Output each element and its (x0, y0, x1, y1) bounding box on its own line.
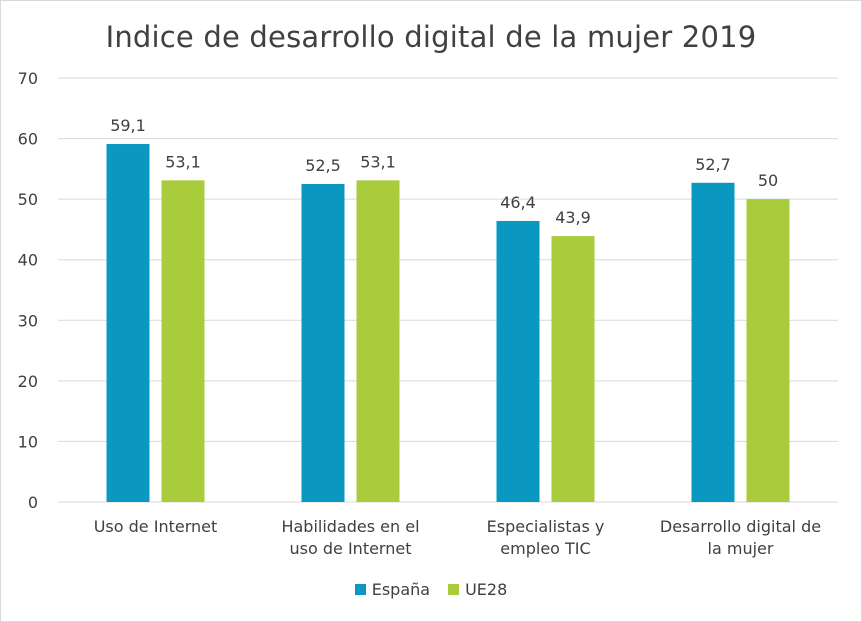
category-label: Desarrollo digital de (660, 517, 821, 536)
y-axis-tick-labels: 0 10 20 30 40 50 60 70 (18, 69, 38, 512)
bar-españa (106, 144, 150, 502)
bar-españa (301, 184, 345, 502)
bar-españa (496, 220, 540, 502)
data-labels: 59,1 53,1 52,5 53,1 46,4 43,9 52,7 50 (110, 116, 778, 227)
data-label: 59,1 (110, 116, 146, 135)
data-label: 52,5 (305, 156, 341, 175)
category-label: Especialistas y (487, 517, 605, 536)
data-label: 53,1 (165, 152, 201, 171)
legend-label: España (371, 580, 431, 599)
bar-ue28 (356, 180, 400, 502)
y-tick-label: 50 (18, 190, 38, 209)
y-tick-label: 30 (18, 311, 38, 330)
bars (106, 144, 790, 502)
legend-swatch (354, 584, 366, 595)
data-label: 50 (758, 171, 778, 190)
y-tick-label: 40 (18, 251, 38, 270)
y-tick-label: 70 (18, 69, 38, 88)
legend-item-españa: España (354, 580, 431, 599)
y-tick-label: 0 (28, 493, 38, 512)
category-label: la mujer (708, 539, 774, 558)
category-label: empleo TIC (500, 539, 590, 558)
category-label: Habilidades en el (281, 517, 419, 536)
bar-ue28 (746, 199, 790, 502)
y-tick-label: 60 (18, 130, 38, 149)
bar-ue28 (551, 236, 595, 502)
bar-españa (691, 182, 735, 502)
data-label: 46,4 (500, 193, 536, 212)
category-labels: Uso de Internet Habilidades en el uso de I… (94, 517, 821, 558)
chart-title: Indice de desarrollo digital de la mujer… (105, 20, 757, 54)
category-label: uso de Internet (290, 539, 412, 558)
legend-item-ue28: UE28 (448, 580, 507, 599)
y-tick-label: 20 (18, 372, 38, 391)
data-label: 52,7 (695, 155, 731, 174)
y-tick-label: 10 (18, 432, 38, 451)
bar-ue28 (161, 180, 205, 502)
legend-label: UE28 (465, 580, 508, 599)
data-label: 53,1 (360, 152, 396, 171)
category-label: Uso de Internet (94, 517, 218, 536)
legend-swatch (448, 584, 460, 595)
data-label: 43,9 (555, 208, 591, 227)
legend: España UE28 (0, 580, 862, 599)
